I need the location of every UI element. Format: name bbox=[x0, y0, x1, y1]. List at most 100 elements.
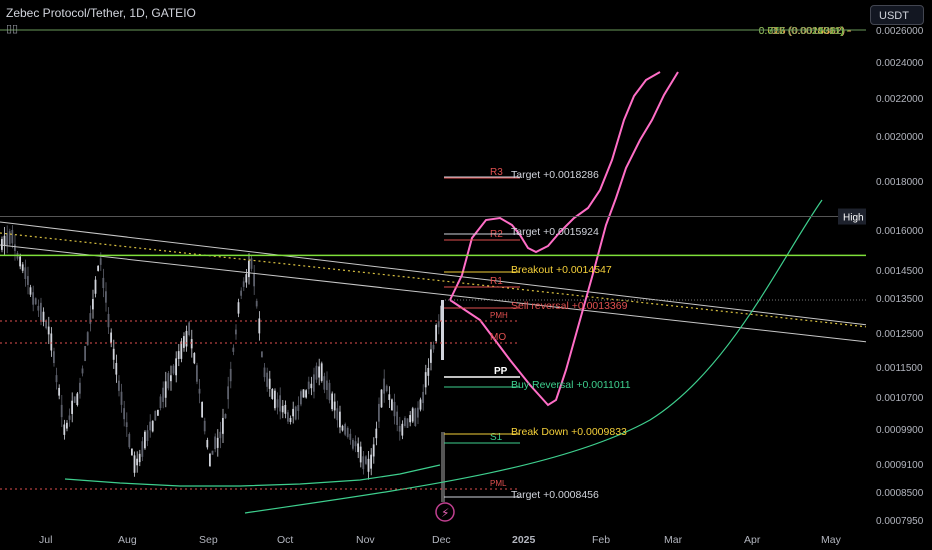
candle-body bbox=[362, 456, 365, 470]
candle-body bbox=[71, 400, 73, 414]
lightning-icon[interactable] bbox=[435, 502, 455, 522]
candle-body bbox=[435, 324, 437, 342]
x-tick-label: Dec bbox=[432, 534, 451, 546]
candle-body bbox=[190, 339, 193, 349]
candle-body bbox=[177, 351, 180, 359]
candle-body bbox=[287, 412, 289, 422]
y-tick-label: 0.0011500 bbox=[876, 363, 923, 374]
candle-body bbox=[76, 393, 79, 406]
y-tick-label: 0.0022000 bbox=[876, 94, 924, 105]
candle-body bbox=[359, 446, 362, 463]
pivot-label: S1 bbox=[490, 432, 503, 443]
candle-body bbox=[159, 396, 162, 409]
candle-body bbox=[393, 401, 396, 417]
pivot-label: MO bbox=[490, 332, 506, 343]
currency-button[interactable]: USDT bbox=[870, 5, 924, 25]
y-tick-label: 0.0026000 bbox=[876, 26, 924, 37]
candle-body bbox=[320, 363, 323, 381]
candle-body bbox=[276, 399, 279, 408]
candle-body bbox=[391, 399, 393, 411]
candle-body bbox=[144, 431, 146, 449]
candle-body bbox=[274, 390, 276, 409]
candle-body bbox=[323, 376, 326, 390]
x-tick-label: Apr bbox=[744, 534, 761, 546]
candle-body bbox=[375, 428, 378, 439]
candle-body bbox=[149, 421, 151, 431]
pivot-label: R1 bbox=[490, 276, 503, 287]
candle-body bbox=[185, 330, 188, 347]
x-tick-label: Feb bbox=[592, 534, 610, 546]
x-tick-label: 2025 bbox=[512, 534, 536, 546]
x-tick-label: Sep bbox=[199, 534, 218, 546]
x-tick-label: Aug bbox=[118, 534, 137, 546]
candle-body bbox=[42, 311, 45, 322]
candle-body bbox=[261, 351, 263, 358]
candle-body bbox=[40, 302, 42, 321]
candle-body bbox=[289, 417, 292, 423]
symbol-title: Zebec Protocol/Tether, 1D, GATEIO bbox=[6, 6, 196, 20]
candle-body bbox=[11, 230, 14, 244]
pivot-label: PMH bbox=[490, 311, 508, 320]
candle-body bbox=[24, 267, 27, 280]
volume-bar bbox=[441, 432, 445, 502]
candle-body bbox=[383, 378, 385, 394]
candle-body bbox=[380, 389, 383, 408]
candle-body bbox=[219, 431, 222, 439]
candle-body bbox=[209, 453, 211, 467]
candle-body bbox=[133, 455, 136, 473]
symbol-subtitle: ▯▯ bbox=[6, 23, 19, 35]
candle-body bbox=[55, 375, 58, 383]
trendline-lower bbox=[0, 244, 869, 343]
candle-body bbox=[63, 424, 66, 435]
candle-body bbox=[305, 390, 307, 398]
candle-body bbox=[146, 430, 149, 442]
candle-body bbox=[227, 386, 229, 400]
candle-body bbox=[430, 349, 432, 363]
candle-body bbox=[253, 273, 255, 287]
candle-body bbox=[441, 300, 444, 360]
candle-body bbox=[385, 385, 388, 392]
candle-body bbox=[328, 382, 331, 401]
y-tick-label: 0.0009100 bbox=[876, 460, 924, 471]
y-tick-label: 0.0010700 bbox=[876, 393, 924, 404]
annotation-label: Sell reversal +0.0013369 bbox=[511, 300, 628, 312]
candle-body bbox=[60, 404, 63, 418]
candle-body bbox=[310, 383, 313, 389]
candle-body bbox=[237, 302, 240, 314]
candle-body bbox=[188, 322, 190, 335]
fib-label: 0.5 (0.0015362) - bbox=[771, 25, 852, 37]
candle-body bbox=[248, 260, 250, 278]
pivot-label: R3 bbox=[490, 167, 503, 178]
candle-body bbox=[222, 417, 224, 434]
candle-body bbox=[302, 389, 305, 398]
candle-body bbox=[349, 433, 352, 440]
pink-projection-path bbox=[449, 71, 661, 301]
candle-body bbox=[29, 287, 32, 295]
candle-body bbox=[45, 320, 47, 329]
candle-body bbox=[99, 258, 102, 265]
candle-body bbox=[162, 387, 164, 402]
candle-body bbox=[422, 391, 424, 404]
candle-body bbox=[175, 358, 177, 376]
candle-body bbox=[198, 388, 201, 394]
candle-body bbox=[170, 375, 172, 382]
annotation-label: Buy Reversal +0.0011011 bbox=[511, 379, 631, 391]
candle-body bbox=[331, 393, 333, 410]
candle-body bbox=[81, 368, 84, 374]
candle-body bbox=[68, 415, 71, 420]
candle-body bbox=[141, 441, 144, 457]
candle-body bbox=[250, 258, 253, 269]
candle-body bbox=[300, 391, 302, 405]
candle-body bbox=[268, 378, 271, 389]
candle-body bbox=[339, 411, 341, 428]
candle-body bbox=[206, 439, 209, 448]
price-axis: 0.0026000 0.0024000 0.0022000 0.0020000 0.00… bbox=[866, 0, 932, 550]
candle-body bbox=[125, 422, 128, 427]
candle-body bbox=[131, 448, 133, 456]
candle-body bbox=[84, 345, 86, 362]
candle-body bbox=[432, 344, 435, 350]
candle-body bbox=[396, 411, 398, 425]
candle-body bbox=[120, 391, 123, 405]
candle-body bbox=[229, 368, 232, 382]
